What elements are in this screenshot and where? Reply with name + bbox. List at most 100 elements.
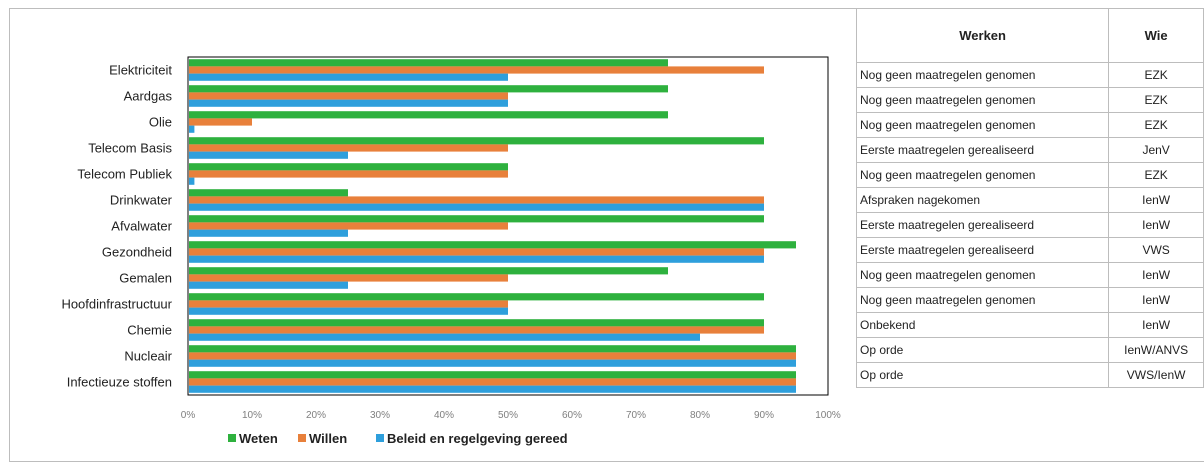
x-tick-label: 20% xyxy=(306,410,326,421)
bar-willen xyxy=(189,326,764,334)
table-row: Nog geen maatregelen genomen EZK xyxy=(855,162,1204,188)
wie-cell: IenW xyxy=(1108,312,1204,338)
werken-cell: Nog geen maatregelen genomen xyxy=(855,162,1110,188)
legend-swatch xyxy=(228,434,236,442)
wie-cell: VWS/IenW xyxy=(1108,362,1204,388)
table-row: Nog geen maatregelen genomen IenW xyxy=(855,287,1204,313)
wie-cell: IenW xyxy=(1108,212,1204,238)
werken-cell: Nog geen maatregelen genomen xyxy=(855,287,1110,313)
bar-weten xyxy=(189,345,796,353)
wie-cell: IenW xyxy=(1108,287,1204,313)
bar-beleid-en-regelgeving-gereed xyxy=(189,255,764,263)
legend-label: Beleid en regelgeving gereed xyxy=(387,431,568,446)
bar-weten xyxy=(189,267,668,275)
bar-willen xyxy=(189,222,508,230)
bar-willen xyxy=(189,66,764,74)
bar-weten xyxy=(189,371,796,379)
bar-beleid-en-regelgeving-gereed xyxy=(189,151,348,159)
x-tick-label: 100% xyxy=(815,410,841,421)
table-row: Nog geen maatregelen genomen EZK xyxy=(855,62,1204,88)
bar-weten xyxy=(189,59,668,67)
responsibility-table: Werken Wie Nog geen maatregelen genomen E… xyxy=(855,8,1204,388)
category-label: Infectieuze stoffen xyxy=(67,375,172,390)
legend-label: Weten xyxy=(239,431,278,446)
category-label: Telecom Publiek xyxy=(77,167,172,182)
x-tick-label: 90% xyxy=(754,410,774,421)
bar-willen xyxy=(189,144,508,152)
category-label: Gezondheid xyxy=(102,245,172,260)
header-werken: Werken xyxy=(855,8,1110,63)
x-tick-label: 40% xyxy=(434,410,454,421)
bar-weten xyxy=(189,85,668,93)
bar-willen xyxy=(189,274,508,282)
bar-willen xyxy=(189,92,508,100)
werken-cell: Nog geen maatregelen genomen xyxy=(855,87,1110,113)
bar-weten xyxy=(189,137,764,145)
category-label: Drinkwater xyxy=(110,193,173,208)
table-row: Op orde IenW/ANVS xyxy=(855,337,1204,363)
x-tick-label: 0% xyxy=(181,410,196,421)
werken-cell: Afspraken nagekomen xyxy=(855,187,1110,213)
category-label: Hoofdinfrastructuur xyxy=(61,297,172,312)
bar-weten xyxy=(189,241,796,249)
wie-cell: EZK xyxy=(1108,87,1204,113)
werken-cell: Eerste maatregelen gerealiseerd xyxy=(855,137,1110,163)
legend-label: Willen xyxy=(309,431,347,446)
table-row: Op orde VWS/IenW xyxy=(855,362,1204,388)
wie-cell: EZK xyxy=(1108,112,1204,138)
bar-willen xyxy=(189,196,764,204)
werken-cell: Onbekend xyxy=(855,312,1110,338)
bar-willen xyxy=(189,352,796,360)
bar-weten xyxy=(189,163,508,171)
bar-beleid-en-regelgeving-gereed xyxy=(189,203,764,211)
werken-cell: Eerste maatregelen gerealiseerd xyxy=(855,212,1110,238)
bar-beleid-en-regelgeving-gereed xyxy=(189,307,508,315)
x-tick-label: 10% xyxy=(242,410,262,421)
bar-weten xyxy=(189,319,764,327)
table-row: Eerste maatregelen gerealiseerd JenV xyxy=(855,137,1204,163)
bar-beleid-en-regelgeving-gereed xyxy=(189,125,195,133)
x-tick-label: 60% xyxy=(562,410,582,421)
x-tick-label: 30% xyxy=(370,410,390,421)
category-label: Olie xyxy=(149,115,172,130)
table-row: Afspraken nagekomen IenW xyxy=(855,187,1204,213)
bar-beleid-en-regelgeving-gereed xyxy=(189,99,508,107)
bar-weten xyxy=(189,215,764,223)
bar-beleid-en-regelgeving-gereed xyxy=(189,73,508,81)
x-tick-label: 50% xyxy=(498,410,518,421)
bar-beleid-en-regelgeving-gereed xyxy=(189,333,700,341)
werken-cell: Nog geen maatregelen genomen xyxy=(855,112,1110,138)
table-header-row: Werken Wie xyxy=(855,8,1204,63)
category-labels: Elektriciteit Aardgas Olie Telecom Basis Tel… xyxy=(61,63,172,390)
werken-cell: Nog geen maatregelen genomen xyxy=(855,262,1110,288)
wie-cell: IenW xyxy=(1108,187,1204,213)
bar-beleid-en-regelgeving-gereed xyxy=(189,385,796,393)
legend-swatch xyxy=(376,434,384,442)
bar-weten xyxy=(189,189,348,197)
bar-willen xyxy=(189,118,252,126)
category-label: Gemalen xyxy=(119,271,172,286)
wie-cell: IenW/ANVS xyxy=(1108,337,1204,363)
werken-cell: Op orde xyxy=(855,362,1110,388)
x-tick-label: 70% xyxy=(626,410,646,421)
table-row: Nog geen maatregelen genomen IenW xyxy=(855,262,1204,288)
category-label: Elektriciteit xyxy=(109,63,172,78)
bar-beleid-en-regelgeving-gereed xyxy=(189,281,348,289)
bar-willen xyxy=(189,300,508,308)
table-body: Nog geen maatregelen genomen EZK Nog geen … xyxy=(855,62,1204,388)
x-tick-label: 80% xyxy=(690,410,710,421)
werken-cell: Nog geen maatregelen genomen xyxy=(855,62,1110,88)
wie-cell: EZK xyxy=(1108,62,1204,88)
category-label: Afvalwater xyxy=(111,219,172,234)
table-row: Eerste maatregelen gerealiseerd VWS xyxy=(855,237,1204,263)
bar-weten xyxy=(189,111,668,119)
werken-cell: Op orde xyxy=(855,337,1110,363)
bar-willen xyxy=(189,248,764,256)
bars-group xyxy=(189,59,796,393)
wie-cell: IenW xyxy=(1108,262,1204,288)
bar-weten xyxy=(189,293,764,301)
table-row: Nog geen maatregelen genomen EZK xyxy=(855,112,1204,138)
bar-chart: Elektriciteit Aardgas Olie Telecom Basis Tel… xyxy=(61,56,841,446)
bar-willen xyxy=(189,170,508,178)
werken-cell: Eerste maatregelen gerealiseerd xyxy=(855,237,1110,263)
